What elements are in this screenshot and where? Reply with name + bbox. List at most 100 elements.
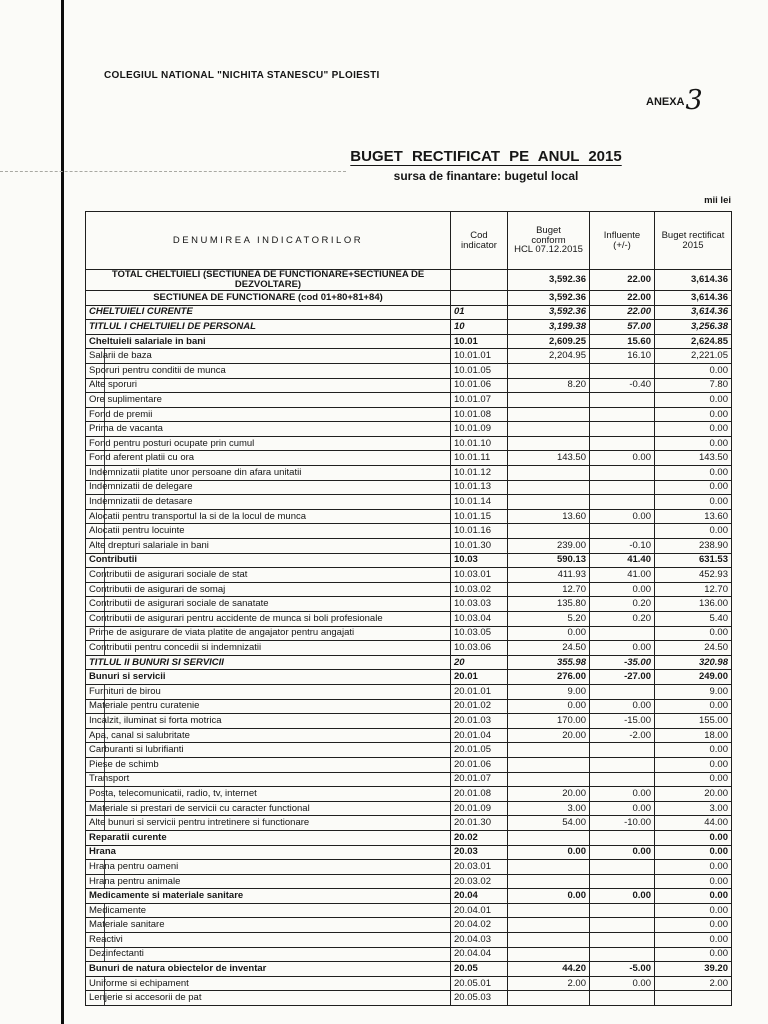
table-row: Cheltuieli salariale in bani 10.01 2,609.2… — [85, 333, 732, 350]
indicator-name-cell: Posta, telecomunicatii, radio, tv, inter… — [85, 786, 451, 802]
table-row: Hrana pentru oameni 20.03.01 0.00 — [85, 859, 732, 875]
indicator-name-cell: Incalzit, iluminat si forta motrica — [85, 713, 451, 729]
code-cell: 10.01.16 — [450, 523, 508, 540]
budget-table-body: TOTAL CHELTUIELI (SECTIUNEA DE FUNCTIONA… — [85, 269, 732, 1007]
indicator-name-cell: Contributii de asigurari de somaj — [85, 581, 451, 598]
rectificat-cell: 0.00 — [654, 421, 732, 437]
influente-cell: 41.00 — [589, 567, 655, 583]
code-cell: 10.03.04 — [450, 611, 508, 627]
code-cell: 20.01 — [450, 669, 508, 685]
budget-cell: 135.80 — [507, 596, 590, 612]
table-row: Furnituri de birou 20.01.01 9.00 9.00 — [85, 683, 732, 700]
rectificat-cell: 0.00 — [654, 625, 732, 642]
code-cell: 20 — [450, 654, 508, 671]
document-subtitle: sursa de finantare: bugetul local — [393, 169, 579, 183]
rectificat-cell: 0.00 — [654, 362, 732, 379]
table-row: Medicamente si materiale sanitare 20.04 0.… — [85, 888, 732, 904]
annex-number-handwritten: 3 — [685, 85, 703, 116]
budget-table-header: DENUMIREA INDICATORILOR Cod indicator Bu… — [85, 211, 732, 270]
column-header-budget-hcl: Buget conform HCL 07.12.2015 — [507, 211, 590, 270]
rectificat-cell: 39.20 — [654, 961, 732, 977]
rectificat-cell: 2,624.85 — [654, 333, 732, 350]
indicator-name-cell: Contributii de asigurari pentru accident… — [85, 611, 451, 627]
rectificat-cell: 136.00 — [654, 596, 732, 612]
indicator-name-cell: Contributii de asigurari sociale de sana… — [85, 596, 451, 612]
indicator-name-cell: Alte drepturi salariale in bani — [85, 538, 451, 554]
table-row: Lenjerie si accesorii de pat 20.05.03 — [85, 990, 732, 1007]
table-row: Posta, telecomunicatii, radio, tv, inter… — [85, 786, 732, 802]
budget-cell — [507, 362, 590, 379]
column-header-indicator-name: DENUMIREA INDICATORILOR — [85, 211, 451, 270]
rectificat-cell: 0.00 — [654, 888, 732, 904]
indicator-name-cell: Sporuri pentru conditii de munca — [85, 362, 451, 379]
code-cell: 10.01.09 — [450, 421, 508, 437]
rectificat-cell: 3,256.38 — [654, 319, 732, 335]
indicator-name-cell: Bunuri si servicii — [85, 669, 451, 685]
budget-cell: 2,609.25 — [507, 333, 590, 350]
rectificat-cell: 0.00 — [654, 932, 732, 948]
table-row: TOTAL CHELTUIELI (SECTIUNEA DE FUNCTIONA… — [85, 269, 732, 291]
code-cell: 20.01.06 — [450, 756, 508, 773]
column-header-rectified-budget: Buget rectificat 2015 — [654, 211, 732, 270]
influente-cell — [589, 406, 655, 423]
indicator-name-cell: Transport — [85, 771, 451, 788]
influente-cell — [589, 435, 655, 452]
indicator-name-cell: Contributii de asigurari sociale de stat — [85, 567, 451, 583]
influente-cell — [589, 465, 655, 481]
table-row: Medicamente 20.04.01 0.00 — [85, 902, 732, 919]
indicator-name-cell: Materiale si prestari de servicii cu car… — [85, 800, 451, 817]
rectificat-cell: 24.50 — [654, 640, 732, 656]
budget-cell — [507, 523, 590, 540]
budget-cell — [507, 406, 590, 423]
influente-cell: 0.00 — [589, 844, 655, 861]
influente-cell: 57.00 — [589, 319, 655, 335]
influente-cell: -0.10 — [589, 538, 655, 554]
table-row: Alocatii pentru transportul la si de la … — [85, 508, 732, 525]
rectificat-cell: 0.00 — [654, 465, 732, 481]
rectificat-cell: 0.00 — [654, 844, 732, 861]
rectificat-cell: 0.00 — [654, 859, 732, 875]
code-cell: 10.03.02 — [450, 581, 508, 598]
influente-cell — [589, 917, 655, 934]
budget-cell: 239.00 — [507, 538, 590, 554]
indicator-name-cell: Alte sporuri — [85, 377, 451, 394]
indicator-name-cell: Cheltuieli salariale in bani — [85, 333, 451, 350]
rectificat-cell: 3,614.36 — [654, 289, 732, 306]
code-cell: 20.01.02 — [450, 698, 508, 715]
indicator-name-cell: Fond aferent platii cu ora — [85, 450, 451, 467]
budget-cell: 3,592.36 — [507, 269, 590, 291]
code-cell: 20.01.09 — [450, 800, 508, 817]
rectificat-cell: 0.00 — [654, 698, 732, 715]
column-header-influences: Influente (+/-) — [589, 211, 655, 270]
indicator-name-cell: Dezinfectanti — [85, 946, 451, 963]
code-cell: 20.03.02 — [450, 873, 508, 890]
budget-cell — [507, 946, 590, 963]
code-cell: 10.01.11 — [450, 450, 508, 467]
indicator-name-cell: Fond pentru posturi ocupate prin cumul — [85, 435, 451, 452]
indicator-name-cell: Hrana pentru oameni — [85, 859, 451, 875]
indicator-name-cell: Reactivi — [85, 932, 451, 948]
table-row: Dezinfectanti 20.04.04 0.00 — [85, 946, 732, 963]
rectificat-cell: 0.00 — [654, 479, 732, 496]
rectificat-cell: 12.70 — [654, 581, 732, 598]
indicator-name-cell: Indemnizatii de delegare — [85, 479, 451, 496]
indicator-name-cell: Contributii pentru concedii si indemniza… — [85, 640, 451, 656]
indicator-name-cell: Medicamente — [85, 902, 451, 919]
table-row: Prima de vacanta 10.01.09 0.00 — [85, 421, 732, 437]
table-row: Reparatii curente 20.02 0.00 — [85, 829, 732, 846]
budget-cell: 411.93 — [507, 567, 590, 583]
table-row: Sporuri pentru conditii de munca 10.01.05… — [85, 362, 732, 379]
budget-cell — [507, 421, 590, 437]
budget-cell: 0.00 — [507, 888, 590, 904]
budget-cell — [507, 494, 590, 510]
rectificat-cell: 0.00 — [654, 523, 732, 540]
table-row: Indemnizatii de detasare 10.01.14 0.00 — [85, 494, 732, 510]
influente-cell: 22.00 — [589, 304, 655, 321]
code-cell: 20.01.08 — [450, 786, 508, 802]
code-cell: 10.01.08 — [450, 406, 508, 423]
budget-cell: 590.13 — [507, 552, 590, 569]
document-title: BUGET RECTIFICAT PE ANUL 2015 — [350, 148, 622, 165]
rectificat-cell: 0.00 — [654, 742, 732, 758]
indicator-name-cell: Materiale sanitare — [85, 917, 451, 934]
budget-cell: 8.20 — [507, 377, 590, 394]
